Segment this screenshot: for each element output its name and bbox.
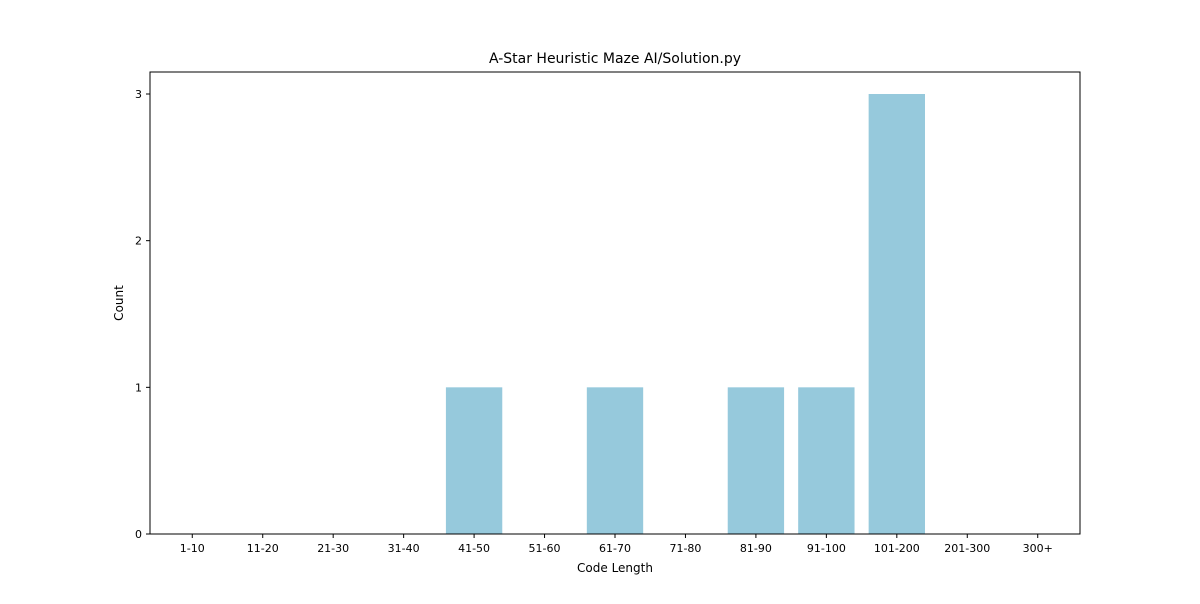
- x-tick-label: 31-40: [388, 542, 420, 555]
- y-axis-ticks: 0 1 2 3: [135, 88, 150, 541]
- y-tick-label: 0: [135, 528, 142, 541]
- bar-101-200: [868, 94, 925, 534]
- x-tick-label: 51-60: [529, 542, 561, 555]
- y-tick-label: 1: [135, 381, 142, 394]
- x-tick-label: 101-200: [874, 542, 920, 555]
- x-tick-label: 61-70: [599, 542, 631, 555]
- y-tick-label: 2: [135, 235, 142, 248]
- y-tick-label: 3: [135, 88, 142, 101]
- x-tick-label: 21-30: [317, 542, 349, 555]
- x-tick-label: 11-20: [247, 542, 279, 555]
- bar-61-70: [586, 387, 644, 534]
- x-tick-label: 81-90: [740, 542, 772, 555]
- bar-91-100: [798, 387, 855, 534]
- bars-group: [445, 94, 925, 534]
- bar-81-90: [727, 387, 785, 534]
- x-tick-label: 1-10: [180, 542, 205, 555]
- chart-title: A-Star Heuristic Maze AI/Solution.py: [489, 51, 741, 67]
- x-tick-label: 201-300: [944, 542, 990, 555]
- x-axis-ticks: 1-10 11-20 21-30 31-40 41-50 51-60 61-70 71-80 8…: [180, 534, 1053, 555]
- x-tick-label: 300+: [1023, 542, 1053, 555]
- x-tick-label: 71-80: [669, 542, 701, 555]
- y-axis-label: Count: [112, 285, 126, 321]
- x-axis-label: Code Length: [577, 561, 653, 575]
- x-tick-label: 41-50: [458, 542, 490, 555]
- bar-41-50: [445, 387, 503, 534]
- x-tick-label: 91-100: [807, 542, 846, 555]
